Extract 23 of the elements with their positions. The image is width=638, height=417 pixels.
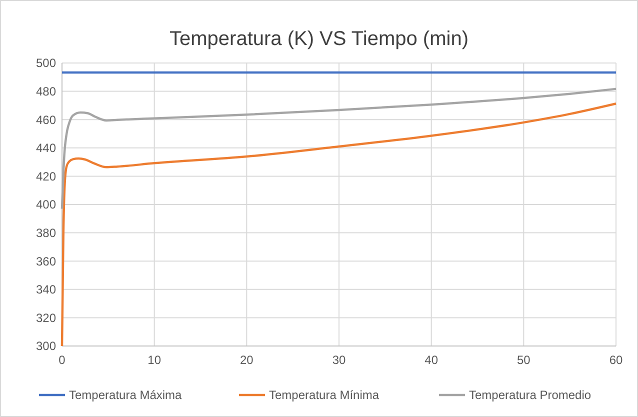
y-tick-label: 420 xyxy=(36,169,56,184)
x-tick-label: 60 xyxy=(609,353,623,367)
y-tick-label: 500 xyxy=(36,56,56,70)
x-tick-label: 40 xyxy=(424,353,438,367)
x-tick-label: 10 xyxy=(148,353,162,367)
y-tick-label: 300 xyxy=(36,339,56,354)
y-tick-label: 340 xyxy=(36,282,56,297)
y-tick-label: 440 xyxy=(36,141,56,156)
line-series xyxy=(60,88,618,210)
x-tick-label: 20 xyxy=(240,353,254,367)
x-tick-label: 30 xyxy=(332,353,346,367)
y-tick-label: 400 xyxy=(36,198,56,212)
y-tick-label: 320 xyxy=(36,310,56,325)
y-tick-label: 480 xyxy=(36,84,56,98)
y-tick-label: 460 xyxy=(36,112,56,127)
legend-label: Temperatura Mínima xyxy=(269,388,380,402)
y-tick-label: 360 xyxy=(36,254,56,268)
chart-title: Temperatura (K) VS Tiempo (min) xyxy=(170,28,468,50)
y-tick-label: 380 xyxy=(36,226,56,240)
x-tick-label: 50 xyxy=(516,353,531,367)
legend-label: Temperatura Máxima xyxy=(69,388,182,402)
x-tick-label: 0 xyxy=(58,353,66,367)
legend-label: Temperatura Promedio xyxy=(469,388,592,402)
